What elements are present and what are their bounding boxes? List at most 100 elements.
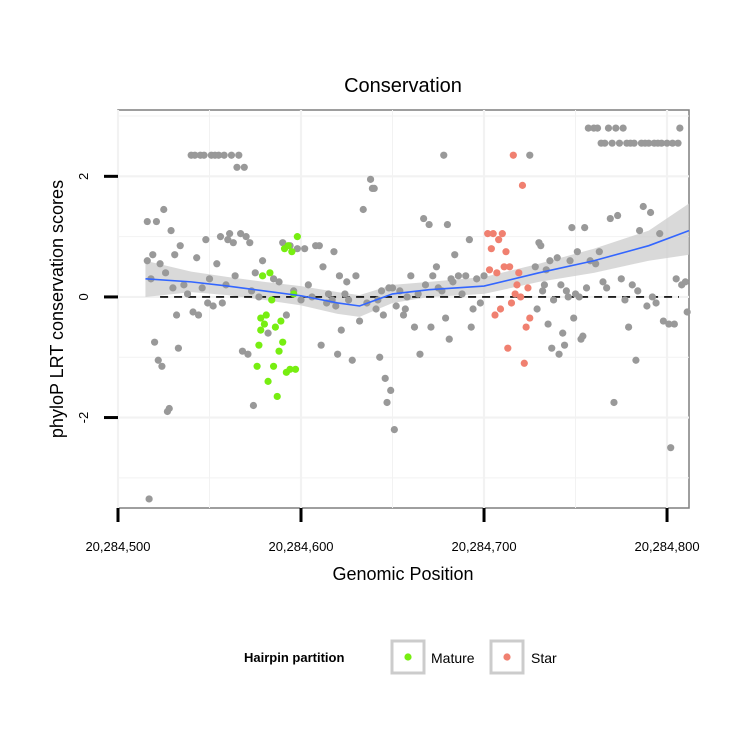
other-point <box>231 272 239 280</box>
mature-point <box>266 269 274 277</box>
other-point <box>414 290 422 298</box>
other-point <box>581 223 589 232</box>
other-point <box>194 311 203 319</box>
other-point <box>659 317 667 325</box>
other-point <box>255 293 263 301</box>
other-point <box>224 236 232 244</box>
other-point <box>251 269 259 277</box>
y-tick-label: 0 <box>76 293 91 300</box>
other-point <box>617 275 625 283</box>
other-point <box>215 151 223 159</box>
other-point <box>341 290 349 298</box>
other-point <box>392 302 400 310</box>
other-point <box>200 151 208 159</box>
mature-point <box>268 296 276 304</box>
other-point <box>376 353 384 361</box>
other-point <box>559 329 567 337</box>
legend: Hairpin partition Mature Star <box>244 639 557 675</box>
other-point <box>218 299 226 307</box>
other-point <box>407 272 415 280</box>
other-point <box>656 230 664 238</box>
other-point <box>149 251 157 259</box>
other-point <box>160 205 168 214</box>
other-point <box>604 124 613 132</box>
other-point <box>235 151 243 159</box>
other-point <box>355 317 364 325</box>
other-point <box>348 356 356 364</box>
mature-point <box>273 392 281 401</box>
other-point <box>615 139 624 147</box>
other-point <box>156 260 164 268</box>
other-point <box>167 227 175 235</box>
other-point <box>183 290 192 298</box>
other-point <box>319 263 327 271</box>
other-point <box>608 139 616 147</box>
other-point <box>646 208 655 217</box>
confidence-band <box>145 203 690 317</box>
other-point <box>621 296 629 304</box>
other-point <box>198 284 206 292</box>
other-point <box>387 386 395 395</box>
chart-title: Conservation <box>344 75 462 97</box>
other-point <box>630 139 638 147</box>
mature-point <box>262 311 270 319</box>
other-point <box>359 205 367 214</box>
other-point <box>213 260 221 268</box>
mature-point <box>271 323 279 331</box>
other-point <box>191 151 199 159</box>
other-point <box>579 332 587 340</box>
other-point <box>172 311 181 319</box>
other-point <box>165 404 173 413</box>
other-point <box>343 278 351 286</box>
mature-point <box>253 362 261 370</box>
other-point <box>667 444 675 452</box>
mature-point <box>286 365 294 373</box>
other-point <box>564 293 572 301</box>
other-point <box>240 163 248 171</box>
other-point <box>416 350 424 358</box>
star-point <box>484 230 492 238</box>
x-tick-label: 20,284,500 <box>85 539 150 554</box>
other-point <box>204 299 212 307</box>
other-point <box>335 272 344 280</box>
star-point <box>515 269 523 277</box>
other-point <box>544 320 552 328</box>
other-point <box>445 335 453 343</box>
other-point <box>451 251 459 259</box>
other-point <box>668 139 677 147</box>
mature-point <box>275 347 283 355</box>
other-point <box>683 308 691 316</box>
other-point <box>614 211 622 220</box>
other-point <box>293 245 301 253</box>
legend-title: Hairpin partition <box>244 650 344 665</box>
star-point <box>498 230 506 238</box>
other-point <box>573 248 581 256</box>
x-axis-ticks: 20,284,500 20,284,600 20,284,700 20,284,800 <box>85 508 700 554</box>
other-point <box>226 230 234 238</box>
legend-label-star: Star <box>531 650 557 666</box>
mature-point <box>277 317 285 325</box>
other-point <box>143 217 151 226</box>
smooth-trend-line <box>145 229 690 307</box>
other-point <box>216 233 225 241</box>
star-point <box>502 248 510 256</box>
other-point <box>663 139 671 147</box>
other-point <box>648 293 656 301</box>
other-point <box>643 302 651 310</box>
other-point <box>465 236 473 244</box>
legend-label-mature: Mature <box>431 650 475 666</box>
other-point <box>582 284 591 292</box>
other-point <box>575 293 583 301</box>
other-point <box>606 214 614 223</box>
mature-point <box>291 365 300 373</box>
other-point <box>282 311 290 319</box>
other-point <box>379 311 387 319</box>
other-point <box>372 305 380 313</box>
other-point <box>152 217 161 226</box>
other-point <box>317 341 325 349</box>
other-point <box>625 323 633 331</box>
y-tick-label: -2 <box>76 412 91 424</box>
other-point <box>537 242 545 250</box>
other-point <box>304 281 312 289</box>
